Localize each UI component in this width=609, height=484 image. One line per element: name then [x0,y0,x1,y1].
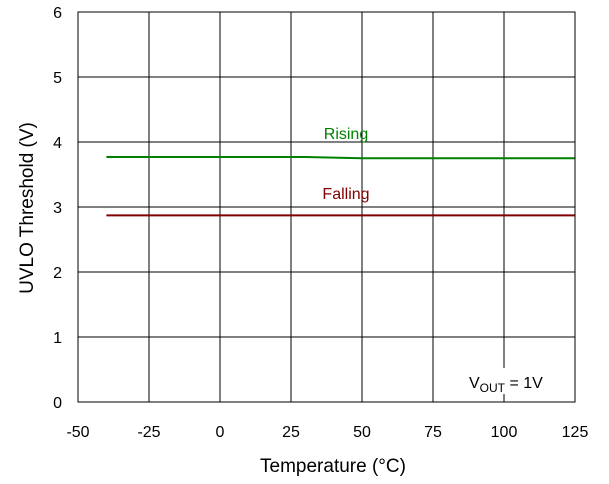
series-label-falling: Falling [322,186,369,203]
x-tick-label-7: 125 [562,424,589,441]
y-tick-label-5: 5 [53,70,62,87]
series-layer [106,156,575,217]
x-tick-label-4: 50 [353,424,371,441]
condition-annotation-background [464,368,564,394]
plot-frame [77,11,576,403]
x-tick-label-3: 25 [282,424,300,441]
tick-labels: -50 -25 0 25 50 75 100 125 0 1 2 3 4 5 6 [53,5,588,441]
plot-frame-layer [77,11,576,403]
x-tick-label-1: -25 [137,424,160,441]
series-label-rising: Rising [324,126,368,143]
y-tick-label-4: 4 [53,135,62,152]
x-axis-label: Temperature (°C) [260,456,406,477]
series-line-rising [106,156,575,160]
condition-annotation: VOUT = 1V [469,375,543,395]
y-tick-label-1: 1 [53,330,62,347]
grid-lines [78,12,575,402]
x-tick-label-6: 100 [491,424,518,441]
condition-main: V [469,375,480,392]
x-tick-label-2: 0 [216,424,225,441]
y-tick-label-3: 3 [53,200,62,217]
condition-rest: = 1V [505,375,543,392]
x-tick-label-5: 75 [424,424,442,441]
x-tick-label-0: -50 [66,424,89,441]
y-tick-label-6: 6 [53,5,62,22]
y-tick-label-2: 2 [53,265,62,282]
y-axis-label: UVLO Threshold (V) [17,122,38,294]
y-tick-label-0: 0 [53,395,62,412]
condition-subscript: OUT [480,381,506,395]
